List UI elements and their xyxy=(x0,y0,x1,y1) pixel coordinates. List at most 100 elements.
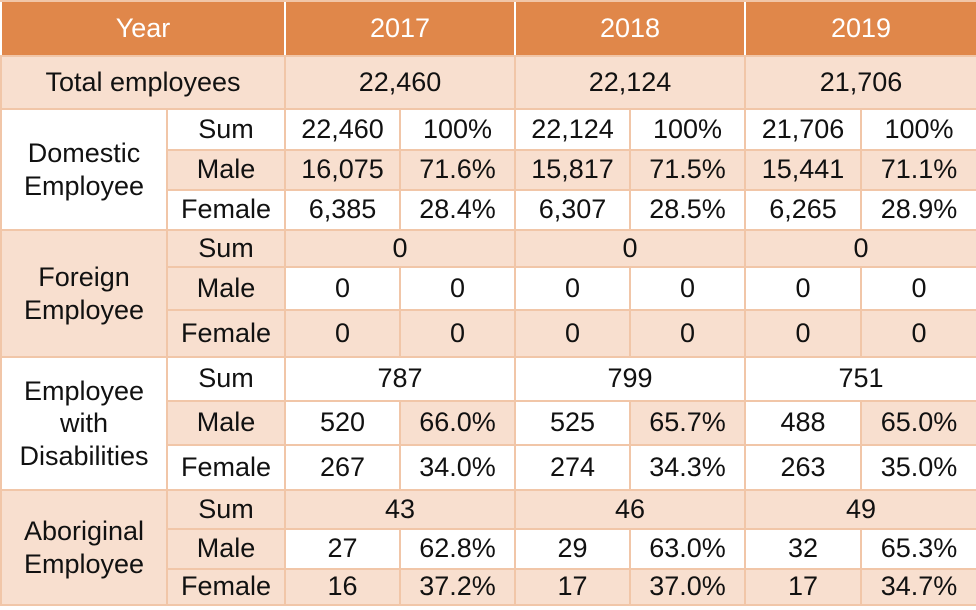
total-label: Total employees xyxy=(0,55,286,110)
cell: 32 xyxy=(744,528,863,570)
cell: 62.8% xyxy=(398,528,517,570)
sum-cell: 0 xyxy=(514,229,747,268)
disabilities-female-row: Female 267 34.0% 274 34.3% 263 35.0% xyxy=(1,444,976,491)
cell: 28.4% xyxy=(398,189,517,231)
row-label: Female xyxy=(166,189,286,231)
row-label: Sum xyxy=(166,108,286,151)
cell: 100% xyxy=(398,108,517,151)
cell: 27 xyxy=(284,528,401,570)
cell: 17 xyxy=(514,568,632,606)
row-label: Female xyxy=(166,309,286,358)
cell: 34.3% xyxy=(629,444,747,491)
total-2019: 21,706 xyxy=(744,55,976,110)
cell: 488 xyxy=(744,400,863,446)
foreign-sum-row: Foreign Employee Sum 0 0 0 xyxy=(0,229,976,358)
row-label: Sum xyxy=(166,229,286,268)
header-row: Year 2017 2018 2019 xyxy=(0,0,976,57)
row-label: Male xyxy=(166,149,286,191)
cell: 34.0% xyxy=(398,444,517,491)
year-2017-header: 2017 xyxy=(283,0,517,57)
year-2018-header: 2018 xyxy=(514,0,747,57)
foreign-label: Foreign Employee xyxy=(0,229,168,358)
cell: 37.0% xyxy=(629,568,747,606)
cell: 0 xyxy=(860,266,976,311)
cell: 263 xyxy=(744,444,863,491)
cell: 0 xyxy=(284,266,401,311)
cell: 28.5% xyxy=(629,189,747,231)
cell: 15,441 xyxy=(744,149,863,191)
sum-cell: 799 xyxy=(514,356,747,402)
sum-cell: 46 xyxy=(514,489,747,530)
cell: 16,075 xyxy=(284,149,401,191)
cell: 65.3% xyxy=(860,528,976,570)
sum-cell: 0 xyxy=(283,229,517,268)
row-label: Male xyxy=(166,528,286,570)
cell: 6,307 xyxy=(514,189,632,231)
cell: 0 xyxy=(398,266,517,311)
disabilities-label: Employee with Disabilities xyxy=(0,356,168,491)
disabilities-sum-row: Employee with Disabilities Sum 787 799 7… xyxy=(0,356,976,491)
row-label: Male xyxy=(166,400,286,446)
aboriginal-female-row: Female 16 37.2% 17 37.0% 17 34.7% xyxy=(1,568,976,606)
sum-cell: 787 xyxy=(283,356,517,402)
cell: 0 xyxy=(514,309,632,358)
cell: 0 xyxy=(514,266,632,311)
cell: 29 xyxy=(514,528,632,570)
year-2019-header: 2019 xyxy=(744,0,976,57)
cell: 0 xyxy=(398,309,517,358)
total-2017: 22,460 xyxy=(283,55,517,110)
cell: 65.0% xyxy=(860,400,976,446)
row-label: Male xyxy=(166,266,286,311)
cell: 65.7% xyxy=(629,400,747,446)
cell: 274 xyxy=(514,444,632,491)
cell: 520 xyxy=(284,400,401,446)
cell: 525 xyxy=(514,400,632,446)
cell: 0 xyxy=(744,309,863,358)
cell: 37.2% xyxy=(398,568,517,606)
cell: 71.1% xyxy=(860,149,976,191)
cell: 35.0% xyxy=(860,444,976,491)
sum-cell: 49 xyxy=(744,489,976,530)
domestic-sum-row: Domestic Employee Sum 22,460 100% 22,124… xyxy=(0,108,976,231)
sum-cell: 43 xyxy=(283,489,517,530)
cell: 63.0% xyxy=(629,528,747,570)
aboriginal-male-row: Male 27 62.8% 29 63.0% 32 65.3% xyxy=(1,528,976,570)
domestic-label: Domestic Employee xyxy=(0,108,168,231)
year-header: Year xyxy=(0,0,286,57)
cell: 0 xyxy=(860,309,976,358)
aboriginal-sum-row: Aboriginal Employee Sum 43 46 49 xyxy=(0,489,976,606)
cell: 66.0% xyxy=(398,400,517,446)
row-label: Sum xyxy=(166,356,286,402)
cell: 71.5% xyxy=(629,149,747,191)
cell: 0 xyxy=(629,309,747,358)
disabilities-male-row: Male 520 66.0% 525 65.7% 488 65.0% xyxy=(1,400,976,446)
total-row: Total employees 22,460 22,124 21,706 xyxy=(0,55,976,110)
cell: 71.6% xyxy=(398,149,517,191)
sum-cell: 751 xyxy=(744,356,976,402)
foreign-female-row: Female 0 0 0 0 0 0 xyxy=(1,309,976,358)
row-label: Female xyxy=(166,568,286,606)
cell: 21,706 xyxy=(744,108,863,151)
aboriginal-label: Aboriginal Employee xyxy=(0,489,168,606)
cell: 34.7% xyxy=(860,568,976,606)
total-2018: 22,124 xyxy=(514,55,747,110)
cell: 6,265 xyxy=(744,189,863,231)
cell: 22,460 xyxy=(284,108,401,151)
cell: 6,385 xyxy=(284,189,401,231)
cell: 28.9% xyxy=(860,189,976,231)
cell: 267 xyxy=(284,444,401,491)
cell: 22,124 xyxy=(514,108,632,151)
cell: 15,817 xyxy=(514,149,632,191)
foreign-male-row: Male 0 0 0 0 0 0 xyxy=(1,266,976,311)
cell: 16 xyxy=(284,568,401,606)
sum-cell: 0 xyxy=(744,229,976,268)
cell: 0 xyxy=(744,266,863,311)
row-label: Female xyxy=(166,444,286,491)
cell: 0 xyxy=(629,266,747,311)
cell: 100% xyxy=(860,108,976,151)
cell: 17 xyxy=(744,568,863,606)
domestic-male-row: Male 16,075 71.6% 15,817 71.5% 15,441 71… xyxy=(1,149,976,191)
cell: 0 xyxy=(284,309,401,358)
cell: 100% xyxy=(629,108,747,151)
